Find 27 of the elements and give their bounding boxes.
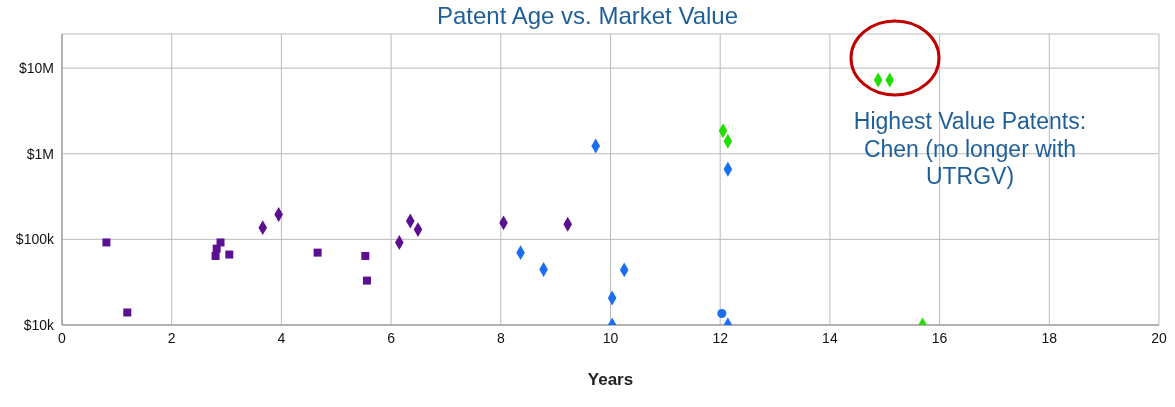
point [361,251,370,260]
y-tick-label: $1M [26,145,54,162]
annotation: Highest Value Patents: Chen (no longer with UTRGV) [852,108,1088,191]
x-tick-label: 6 [387,329,396,346]
x-tick-label: 20 [1151,329,1167,346]
point [362,276,371,285]
point [123,308,132,317]
point [216,238,225,247]
x-tick-label: 2 [167,329,176,346]
x-tick-label: 14 [822,329,838,346]
point [212,244,221,253]
x-tick-label: 10 [602,329,619,346]
x-tick-label: 16 [931,329,948,346]
point [313,248,322,257]
x-tick-label: 4 [277,329,286,346]
point [102,238,111,247]
y-tick-label: $100k [15,231,55,248]
x-axis-title: Years [587,370,634,389]
x-tick-label: 18 [1041,329,1058,346]
chart-title: Patent Age vs. Market Value [435,2,740,30]
point [717,309,727,319]
y-tick-label: $10M [18,60,54,77]
x-tick-label: 0 [58,329,67,346]
x-tick-label: 8 [496,329,505,346]
y-tick-label: $10k [23,316,55,333]
x-tick-label: 12 [712,329,729,346]
point [225,250,234,259]
